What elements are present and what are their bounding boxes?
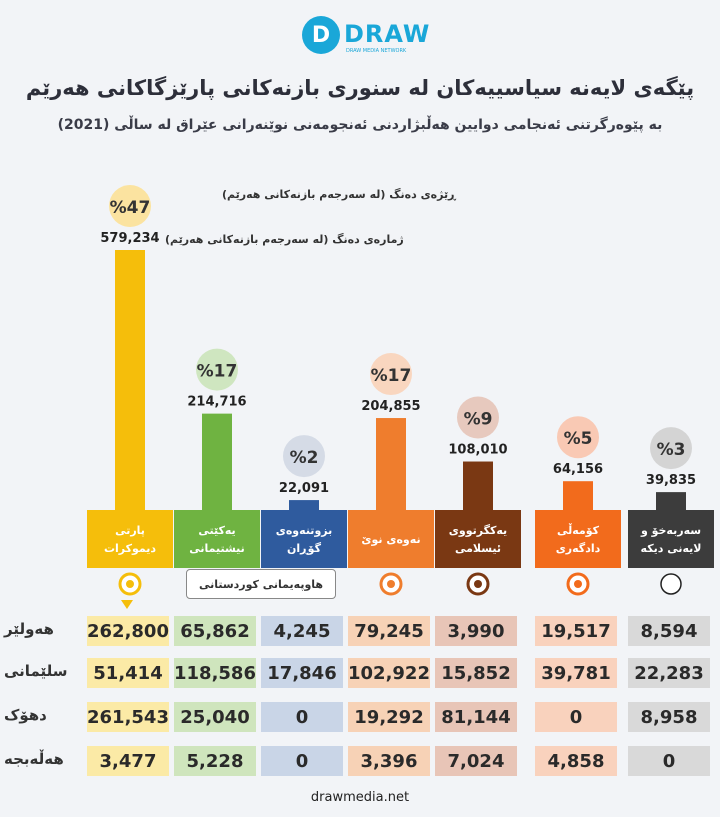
table-cell: 22,283 xyxy=(628,658,710,688)
logo-tagline: DRAW MEDIA NETWORK xyxy=(346,48,407,54)
percent-label: %2 xyxy=(290,448,319,468)
table-cell: 19,517 xyxy=(535,616,617,646)
bar-label-panel-3 xyxy=(348,510,434,568)
bar-category-label: یەکێتی xyxy=(198,524,235,537)
footer-website: drawmedia.net xyxy=(310,790,410,805)
percent-label: %17 xyxy=(371,366,412,386)
party-logo-center-icon xyxy=(574,580,582,588)
table-cell: 17,846 xyxy=(261,658,343,688)
table-cell: 8,594 xyxy=(628,616,710,646)
table-cell: 0 xyxy=(535,702,617,732)
bar-value-label: 579,234 xyxy=(100,231,159,246)
province-label: هەولێر xyxy=(4,620,54,638)
percent-label: %9 xyxy=(464,410,493,430)
table-cell: 8,958 xyxy=(628,702,710,732)
bar-category-label: بزوتنەوەی xyxy=(276,524,333,537)
party-logo-center-icon xyxy=(474,580,482,588)
bar-label-panel-0 xyxy=(87,510,173,568)
party-logo-icon xyxy=(660,573,682,595)
bar-0 xyxy=(115,250,145,510)
table-cell: 3,477 xyxy=(87,746,169,776)
bar-value-label: 64,156 xyxy=(553,462,603,477)
table-cell: 262,800 xyxy=(87,616,169,646)
table-cell: 3,990 xyxy=(435,616,517,646)
bar-label-panel-6 xyxy=(628,510,714,568)
province-label: هەڵەبجە xyxy=(4,750,64,768)
bar-category-label: گۆڕان xyxy=(287,542,322,555)
table-cell: 39,781 xyxy=(535,658,617,688)
table-cell: 0 xyxy=(261,746,343,776)
bar-value-label: 204,855 xyxy=(361,399,420,414)
percent-circle xyxy=(196,348,238,391)
table-cell: 0 xyxy=(261,702,343,732)
bar-category-label: نیشتیمانی xyxy=(189,542,245,555)
percent-circle xyxy=(650,427,692,470)
bar-label-panel-5 xyxy=(535,510,621,568)
table-cell: 261,543 xyxy=(87,702,169,732)
table-cell: 81,144 xyxy=(435,702,517,732)
table-cell: 118,586 xyxy=(174,658,256,688)
table-cell: 4,858 xyxy=(535,746,617,776)
table-cell: 65,862 xyxy=(174,616,256,646)
table-cell: 79,245 xyxy=(348,616,430,646)
percent-circle xyxy=(109,185,151,227)
bar-category-label: سەربەخۆ و xyxy=(640,524,701,537)
bar-category-label: ئیسلامی xyxy=(455,542,501,555)
percent-circle xyxy=(283,435,325,478)
percent-circle xyxy=(370,353,412,396)
legend-percent-note: ڕێژەی دەنگ (لە سەرجەم بازنەکانی هەرێم) xyxy=(222,188,456,201)
party-logo-center-icon xyxy=(126,580,134,588)
bar-6 xyxy=(656,492,686,510)
bar-value-label: 39,835 xyxy=(646,473,696,488)
bar-chart: پارتی دیموکرات 579,234 %47 یەکێتی نیشتیمانی 21… xyxy=(87,185,714,596)
table-cell: 51,414 xyxy=(87,658,169,688)
logo-wordmark: DRAW xyxy=(344,20,431,48)
table-cell: 3,396 xyxy=(348,746,430,776)
kdp-pointer-icon xyxy=(121,600,133,609)
bar-3 xyxy=(376,418,406,510)
bar-category-label: نەوەی نوێ xyxy=(361,533,420,546)
province-label: دهۆک xyxy=(4,706,47,724)
table-cell: 5,228 xyxy=(174,746,256,776)
page-title: پێگەی لایەنە سیاسییەکان لە سنوری بازنەکا… xyxy=(25,76,695,100)
percent-label: %5 xyxy=(564,429,593,449)
bar-category-label: یەکگرتووی xyxy=(449,524,507,537)
page-subtitle: بە پێوەرگرتنی ئەنجامی دوایین هەڵبژاردنی … xyxy=(57,117,663,133)
bar-value-label: 214,716 xyxy=(187,395,246,410)
percent-circle xyxy=(457,396,499,439)
draw-logo: D DRAW DRAW MEDIA NETWORK xyxy=(302,14,429,58)
percent-label: %17 xyxy=(197,362,238,382)
table-cell: 15,852 xyxy=(435,658,517,688)
province-label: سلێمانی xyxy=(4,662,68,680)
party-logo-center-icon xyxy=(387,580,395,588)
percent-label: %3 xyxy=(657,440,686,460)
bar-value-label: 108,010 xyxy=(448,443,507,458)
table-cell: 7,024 xyxy=(435,746,517,776)
bar-category-label: دادگەری xyxy=(556,542,601,555)
table-cell: 4,245 xyxy=(261,616,343,646)
legend-votes-note: ژمارەی دەنگ (لە سەرجەم بازنەکانی هەرێم) xyxy=(165,233,404,246)
header: D DRAW DRAW MEDIA NETWORK پێگەی لایەنە س… xyxy=(0,0,720,160)
percent-circle xyxy=(557,416,599,459)
bar-1 xyxy=(202,413,232,510)
table-cell: 25,040 xyxy=(174,702,256,732)
bar-category-label: دیموکرات xyxy=(104,542,156,555)
bar-5 xyxy=(563,481,593,510)
table-cell: 0 xyxy=(628,746,710,776)
logo-mark-icon: D xyxy=(302,16,340,54)
bar-category-label: کۆمەڵی xyxy=(557,523,600,537)
bar-value-label: 22,091 xyxy=(279,481,329,496)
bar-2 xyxy=(289,500,319,510)
bar-category-label: لایەنی دیکە xyxy=(641,542,702,555)
kurdistan-alliance-label: هاوپەیمانی کوردستانی xyxy=(186,569,336,599)
bar-4 xyxy=(463,461,493,510)
table-cell: 19,292 xyxy=(348,702,430,732)
table-cell: 102,922 xyxy=(348,658,430,688)
bar-label-panel-1 xyxy=(174,510,260,568)
bar-label-panel-2 xyxy=(261,510,347,568)
bar-label-panel-4 xyxy=(435,510,521,568)
bar-category-label: پارتی xyxy=(115,524,145,537)
percent-label: %47 xyxy=(110,198,151,218)
